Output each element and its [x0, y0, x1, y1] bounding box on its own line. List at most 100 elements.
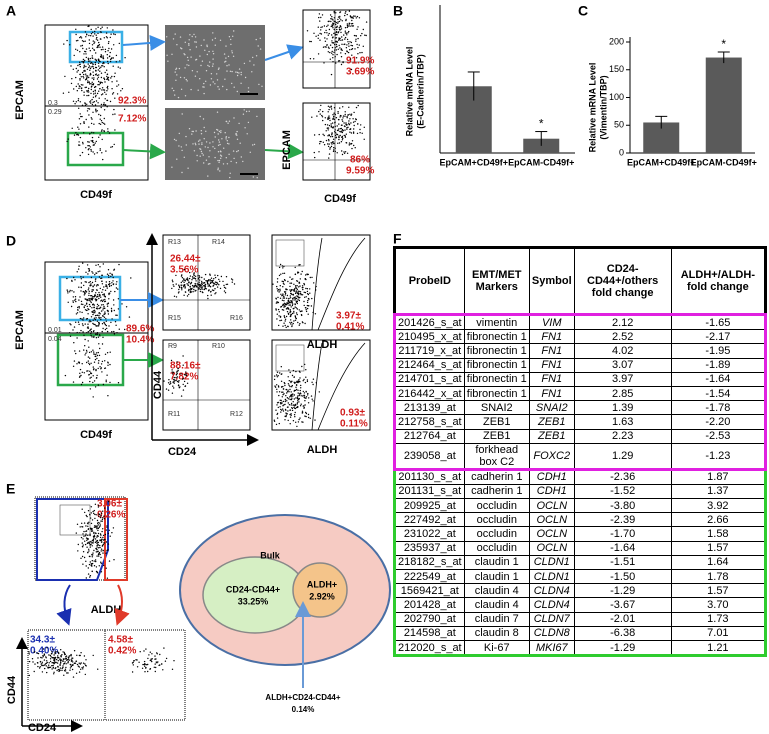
event-dot — [286, 294, 289, 297]
event-dot — [273, 420, 276, 422]
event-dot — [83, 121, 85, 123]
event-dot — [98, 113, 100, 116]
event-dot — [96, 296, 98, 298]
event-dot — [319, 109, 321, 111]
event-dot — [83, 294, 86, 296]
event-dot — [138, 661, 140, 663]
event-dot — [87, 528, 90, 531]
event-dot — [106, 99, 108, 102]
y-tick-label: 50 — [614, 120, 624, 130]
region-label: R16 — [230, 315, 243, 322]
event-dot — [112, 92, 115, 94]
event-dot — [82, 324, 84, 327]
event-dot — [279, 315, 282, 318]
table-cell: -1.89 — [670, 357, 768, 373]
event-dot — [285, 409, 287, 411]
event-dot — [259, 48, 262, 50]
event-dot — [90, 100, 92, 102]
event-dot — [224, 61, 226, 63]
event-dot — [220, 131, 222, 134]
event-dot — [97, 305, 100, 307]
event-dot — [119, 67, 121, 69]
event-dot — [97, 547, 100, 549]
event-dot — [85, 73, 87, 75]
event-dot — [72, 68, 75, 71]
event-dot — [335, 41, 337, 43]
column-header: Symbol — [528, 247, 575, 315]
event-dot — [74, 662, 77, 664]
table-cell: -1.64 — [573, 540, 672, 556]
event-dot — [296, 396, 299, 398]
event-dot — [282, 408, 284, 410]
event-dot — [302, 395, 304, 397]
event-dot — [350, 113, 353, 115]
event-dot — [93, 49, 96, 51]
event-dot — [95, 317, 97, 319]
event-dot — [198, 275, 200, 277]
event-dot — [73, 134, 76, 136]
event-dot — [95, 38, 98, 40]
event-dot — [87, 356, 90, 358]
event-dot — [319, 113, 321, 115]
event-dot — [344, 32, 347, 34]
event-dot — [90, 512, 93, 514]
event-dot — [104, 533, 107, 536]
event-dot — [88, 346, 90, 348]
region-label: R10 — [212, 343, 225, 350]
event-dot — [220, 155, 223, 157]
event-dot — [183, 374, 186, 376]
event-dot — [75, 33, 77, 36]
event-dot — [106, 526, 108, 528]
event-dot — [109, 535, 111, 537]
event-dot — [91, 83, 94, 86]
event-dot — [104, 71, 106, 74]
event-dot — [115, 54, 118, 57]
event-dot — [325, 130, 327, 132]
event-dot — [141, 667, 144, 669]
event-dot — [89, 50, 92, 52]
table-cell: cadherin 1 — [463, 483, 530, 500]
event-dot — [299, 323, 301, 325]
event-dot — [280, 373, 282, 375]
event-dot — [299, 291, 302, 293]
table-cell: 2.85 — [573, 385, 672, 402]
event-dot — [280, 319, 283, 321]
event-dot — [94, 538, 97, 540]
event-dot — [117, 308, 120, 310]
event-dot — [357, 26, 359, 28]
event-dot — [95, 140, 98, 143]
event-dot — [166, 54, 168, 56]
event-dot — [110, 57, 113, 60]
event-dot — [90, 334, 92, 337]
event-dot — [230, 38, 232, 41]
event-dot — [101, 530, 103, 533]
event-dot — [277, 289, 280, 291]
event-dot — [144, 665, 146, 667]
event-dot — [299, 417, 301, 419]
event-dot — [87, 268, 90, 270]
event-dot — [351, 19, 353, 22]
table-cell: CLDN7 — [528, 611, 575, 627]
event-dot — [64, 653, 66, 656]
event-dot — [290, 414, 292, 416]
event-dot — [308, 305, 310, 307]
event-dot — [192, 291, 194, 293]
event-dot — [71, 279, 73, 282]
event-dot — [251, 71, 253, 73]
event-dot — [346, 13, 348, 16]
event-dot — [196, 160, 198, 162]
event-dot — [200, 44, 202, 47]
event-dot — [93, 512, 95, 515]
event-dot — [90, 301, 92, 304]
event-dot — [99, 525, 101, 527]
event-dot — [111, 331, 113, 333]
event-dot — [103, 130, 105, 132]
event-dot — [91, 81, 93, 84]
event-dot — [229, 70, 232, 73]
column-header: ProbeID — [394, 247, 465, 315]
event-dot — [93, 509, 96, 512]
event-dot — [357, 46, 359, 49]
event-dot — [95, 570, 98, 573]
event-dot — [81, 542, 84, 544]
event-dot — [344, 38, 346, 40]
